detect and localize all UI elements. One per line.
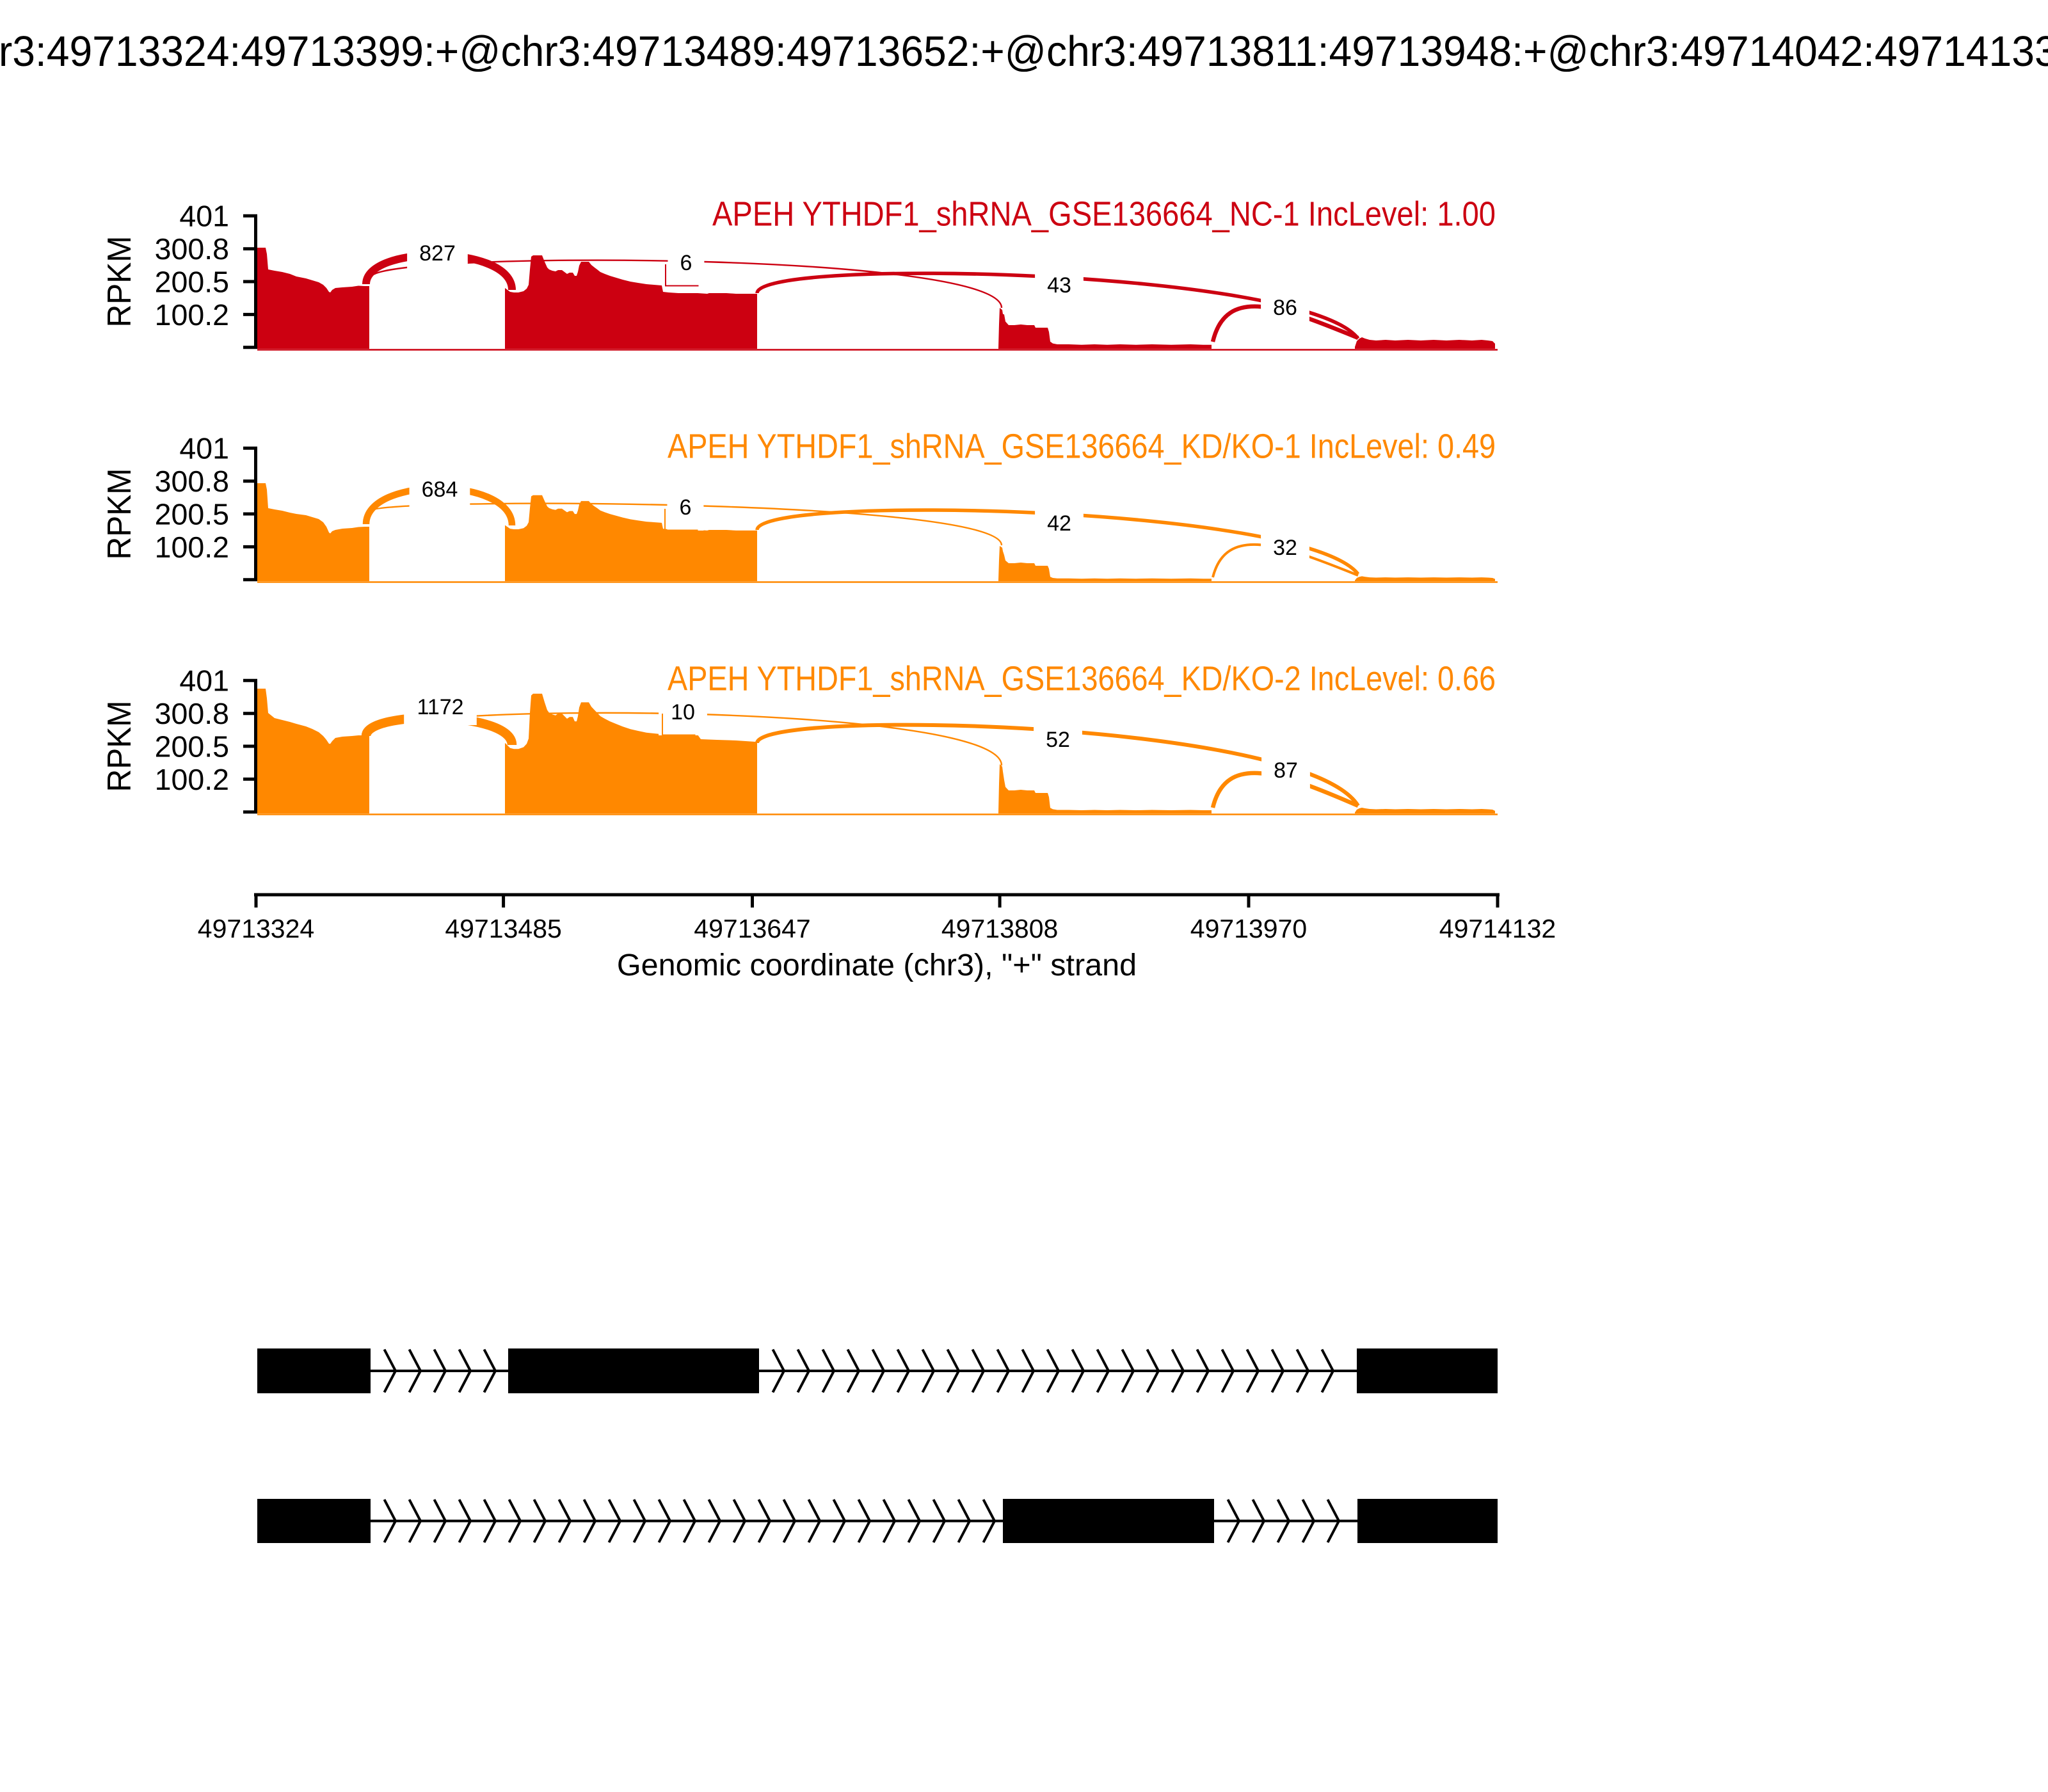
svg-text:49713647: 49713647	[694, 914, 810, 943]
svg-text:401: 401	[179, 432, 229, 465]
svg-text:42: 42	[1047, 511, 1071, 536]
svg-text:6: 6	[680, 495, 692, 520]
svg-text:32: 32	[1273, 536, 1297, 560]
svg-text:49713324: 49713324	[198, 914, 314, 943]
svg-text:chr3:49713324:49713399:+@chr3:: chr3:49713324:49713399:+@chr3:49713489:4…	[0, 28, 2048, 76]
svg-text:827: 827	[419, 241, 456, 266]
svg-text:300.8: 300.8	[155, 465, 229, 498]
svg-text:52: 52	[1046, 728, 1070, 752]
svg-text:300.8: 300.8	[155, 697, 229, 730]
svg-text:49713808: 49713808	[941, 914, 1058, 943]
svg-text:200.5: 200.5	[155, 497, 229, 531]
svg-text:1172: 1172	[417, 695, 463, 719]
svg-text:401: 401	[179, 200, 229, 233]
svg-text:APEH YTHDF1_shRNA_GSE136664_KD: APEH YTHDF1_shRNA_GSE136664_KD/KO-2 IncL…	[668, 660, 1496, 698]
svg-text:6: 6	[680, 251, 692, 275]
svg-text:RPKM: RPKM	[101, 468, 138, 560]
svg-text:100.2: 100.2	[155, 531, 229, 564]
svg-text:86: 86	[1273, 296, 1297, 320]
svg-text:200.5: 200.5	[155, 265, 229, 298]
svg-text:200.5: 200.5	[155, 730, 229, 763]
svg-text:49713485: 49713485	[445, 914, 561, 943]
svg-text:43: 43	[1047, 273, 1071, 298]
svg-text:Genomic coordinate (chr3), "+": Genomic coordinate (chr3), "+" strand	[617, 948, 1137, 982]
svg-text:684: 684	[422, 477, 458, 502]
svg-text:401: 401	[179, 664, 229, 698]
svg-text:87: 87	[1274, 758, 1298, 783]
svg-text:49713970: 49713970	[1190, 914, 1307, 943]
svg-text:APEH YTHDF1_shRNA_GSE136664_KD: APEH YTHDF1_shRNA_GSE136664_KD/KO-1 IncL…	[668, 428, 1496, 466]
svg-text:100.2: 100.2	[155, 298, 229, 332]
svg-text:100.2: 100.2	[155, 763, 229, 796]
svg-text:300.8: 300.8	[155, 232, 229, 266]
svg-text:RPKM: RPKM	[101, 236, 138, 328]
svg-text:RPKM: RPKM	[101, 701, 138, 792]
svg-text:10: 10	[671, 700, 695, 724]
svg-text:49714132: 49714132	[1439, 914, 1556, 943]
svg-text:APEH YTHDF1_shRNA_GSE136664_NC: APEH YTHDF1_shRNA_GSE136664_NC-1 IncLeve…	[712, 196, 1496, 234]
